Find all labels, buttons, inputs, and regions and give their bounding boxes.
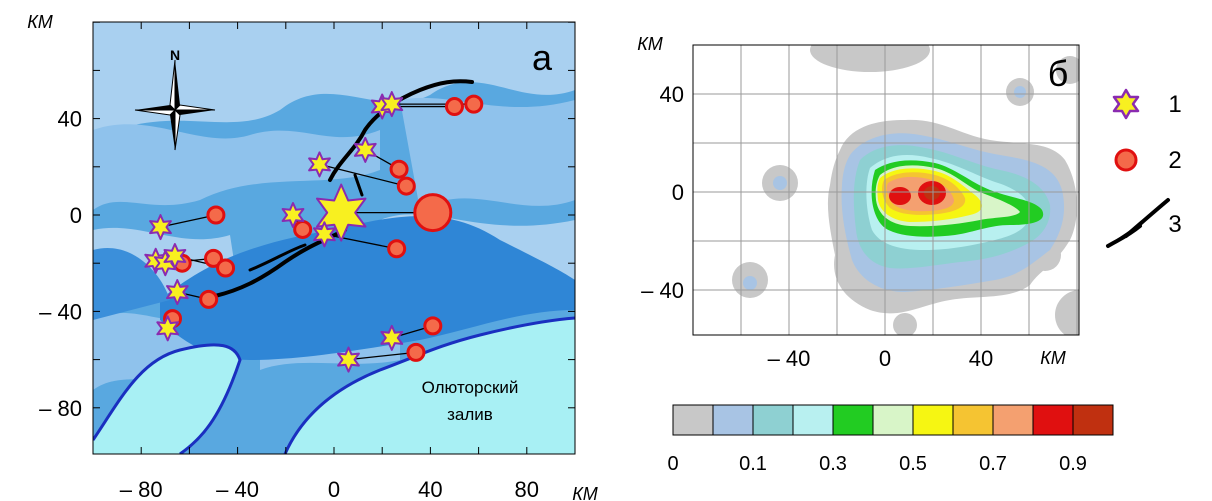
map-b-ticks: – 40 0 40 40 0 – 40 bbox=[641, 82, 993, 371]
compass-north-label: N bbox=[170, 47, 180, 63]
map-a-x-axis-label: КМ bbox=[572, 484, 598, 501]
colorbar-label: 0.3 bbox=[819, 453, 847, 475]
colorbar-swatch bbox=[1032, 404, 1074, 436]
epicenter-marker bbox=[353, 136, 377, 163]
map-b-panel: б – 40 0 40 40 0 – 40 КМ КМ bbox=[637, 34, 1080, 371]
bathymetry-map: N Олюторский залив а bbox=[93, 22, 575, 454]
colorbar-swatch bbox=[912, 404, 954, 436]
density-map: б bbox=[693, 45, 1079, 335]
legend-label-1: 1 bbox=[1168, 91, 1181, 118]
map-b-grid bbox=[693, 45, 1079, 335]
legend-label-3: 3 bbox=[1168, 211, 1181, 238]
legend-label-2: 2 bbox=[1168, 147, 1181, 174]
map-a-panel: N Олюторский залив а – 80 – 40 0 40 80 40 0 – 4… bbox=[27, 12, 598, 501]
map-b-y-tick-label: – 40 bbox=[641, 278, 684, 303]
map-b-y-tick-label: 40 bbox=[660, 82, 684, 107]
colorbar bbox=[672, 404, 1114, 436]
panel-label-b: б bbox=[1048, 53, 1069, 94]
map-a-y-tick-label: 40 bbox=[58, 107, 82, 132]
hypocenter-marker bbox=[423, 316, 443, 336]
map-a-y-tick-label: – 40 bbox=[39, 299, 82, 324]
colorbar-swatch bbox=[752, 404, 794, 436]
epicenter-hypocenter-link bbox=[348, 351, 417, 361]
panel-label-a: а bbox=[532, 37, 553, 78]
colorbar-swatch bbox=[792, 404, 834, 436]
colorbar-swatch bbox=[832, 404, 874, 436]
map-a-y-axis-label: КМ bbox=[27, 12, 53, 32]
hypocenter-marker bbox=[464, 94, 484, 114]
colorbar-label: 0.7 bbox=[979, 453, 1007, 475]
colorbar-swatch bbox=[992, 404, 1034, 436]
map-a-x-tick-label: 40 bbox=[418, 477, 442, 501]
hypocenter-marker bbox=[216, 258, 236, 278]
legend-item-fault: 3 bbox=[1106, 198, 1182, 248]
epicenter-marker bbox=[281, 202, 305, 228]
hypocenter-marker bbox=[396, 176, 416, 196]
epicenter-marker bbox=[380, 324, 404, 351]
map-b-x-tick-label: 40 bbox=[969, 346, 993, 371]
colorbar-swatch bbox=[872, 404, 914, 436]
map-a-y-tick-label: 0 bbox=[70, 203, 82, 228]
hypocenter-marker bbox=[199, 289, 219, 309]
map-a-x-tick-label: 0 bbox=[328, 477, 340, 501]
colorbar-swatch bbox=[1072, 404, 1114, 436]
map-a-ticks: – 80 – 40 0 40 80 40 0 – 40 – 80 bbox=[39, 21, 576, 501]
colorbar-label: 0.1 bbox=[739, 453, 767, 475]
map-b-x-axis-label: КМ bbox=[1040, 348, 1066, 368]
map-b-y-tick-label: 0 bbox=[672, 180, 684, 205]
map-a-x-tick-label: – 80 bbox=[120, 477, 163, 501]
map-b-x-tick-label: 0 bbox=[879, 346, 891, 371]
hypocenter-marker bbox=[204, 248, 223, 268]
epicenter-markers bbox=[144, 91, 404, 373]
epicenter-marker bbox=[163, 243, 187, 269]
water-label-line1: Олюторский bbox=[422, 378, 519, 397]
hypocenter-marker bbox=[293, 219, 313, 239]
legend-item-hypocenter: 2 bbox=[1114, 147, 1182, 174]
map-b-y-axis-label: КМ bbox=[637, 34, 663, 54]
water-label-line2: залив bbox=[447, 405, 493, 424]
colorbar-swatch bbox=[952, 404, 994, 436]
colorbar-swatch bbox=[712, 404, 754, 436]
hypocenter-marker bbox=[387, 239, 407, 259]
legend-fault-line-icon bbox=[1106, 198, 1170, 248]
map-a-x-tick-label: – 40 bbox=[216, 477, 259, 501]
epicenter-marker bbox=[380, 91, 404, 118]
epicenter-marker bbox=[313, 221, 336, 248]
map-a-y-tick-label: – 80 bbox=[39, 396, 82, 421]
epicenter-marker bbox=[337, 346, 360, 373]
epicenter-marker bbox=[308, 151, 331, 178]
epicenter-hypocenter-link bbox=[319, 163, 407, 187]
colorbar-label: 0 bbox=[667, 453, 678, 475]
hypocenter-marker bbox=[406, 342, 426, 362]
hypocenter-marker bbox=[445, 97, 464, 117]
legend: 1 2 3 bbox=[1106, 88, 1182, 248]
compass-icon: N bbox=[134, 47, 216, 151]
legend-item-epicenter: 1 bbox=[1112, 88, 1182, 120]
map-a-x-tick-label: 80 bbox=[515, 477, 539, 501]
epicenter-hypocenter-link bbox=[324, 233, 397, 250]
epicenter-marker bbox=[149, 214, 172, 241]
epicenter-marker bbox=[316, 183, 367, 242]
colorbar-labels: 0 0.1 0.3 0.5 0.7 0.9 bbox=[667, 453, 1086, 475]
map-b-x-tick-label: – 40 bbox=[768, 346, 811, 371]
colorbar-swatch bbox=[672, 404, 714, 436]
colorbar-label: 0.9 bbox=[1059, 453, 1087, 475]
legend-star-icon bbox=[1112, 88, 1140, 120]
epicenter-marker bbox=[166, 279, 189, 306]
epicenter-marker bbox=[156, 315, 180, 342]
hypocenter-markers bbox=[163, 94, 484, 362]
hypocenter-marker bbox=[206, 205, 226, 225]
hypocenter-marker bbox=[413, 193, 453, 233]
hypocenter-marker bbox=[389, 159, 409, 179]
colorbar-label: 0.5 bbox=[899, 453, 927, 475]
legend-circle-icon bbox=[1114, 148, 1138, 172]
